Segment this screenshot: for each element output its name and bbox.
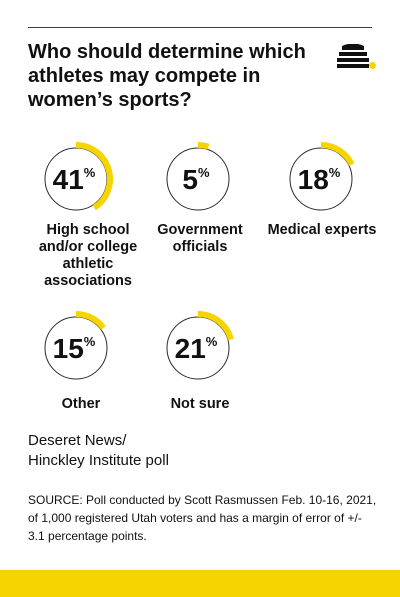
value-government: 5% xyxy=(182,164,210,195)
credit-line-1: Deseret News/ xyxy=(28,432,127,449)
value-number-other: 15 xyxy=(53,333,84,364)
label-medical: Medical experts xyxy=(267,222,377,238)
value-high-school: 41% xyxy=(53,164,96,195)
value-number-medical: 18 xyxy=(298,164,329,195)
value-medical: 18% xyxy=(298,164,341,195)
bottom-band xyxy=(0,570,400,597)
value-unit-high-school: % xyxy=(84,165,96,180)
value-unit-government: % xyxy=(198,165,210,180)
donut-other: 15% xyxy=(44,311,108,380)
value-unit-other: % xyxy=(84,334,96,349)
source-note: SOURCE: Poll conducted by Scott Rasmusse… xyxy=(28,493,377,543)
chart-title: Who should determine which athletes may … xyxy=(28,41,306,111)
arc-high-school xyxy=(75,142,113,211)
donut-medical: 18% xyxy=(289,142,355,211)
label-not-sure: Not sure xyxy=(170,396,230,412)
label-other: Other xyxy=(61,396,101,412)
label-high-school: High school and/or college athletic asso… xyxy=(38,222,138,289)
value-number-not-sure: 21 xyxy=(175,333,206,364)
value-number-government: 5 xyxy=(182,164,198,195)
donut-high-school: 41% xyxy=(44,142,113,211)
top-rule xyxy=(28,27,372,28)
arc-government xyxy=(197,142,210,150)
label-government: Government officials xyxy=(157,222,243,255)
donut-not-sure: 21% xyxy=(166,311,234,380)
value-not-sure: 21% xyxy=(175,333,218,364)
value-unit-medical: % xyxy=(329,165,341,180)
value-unit-not-sure: % xyxy=(206,334,218,349)
value-other: 15% xyxy=(53,333,96,364)
arc-other xyxy=(75,311,106,330)
donut-government: 5% xyxy=(166,142,230,211)
value-number-high-school: 41 xyxy=(53,164,84,195)
arc-not-sure xyxy=(197,311,234,341)
arc-medical xyxy=(320,142,355,166)
credit: Deseret News/ Hinckley Institute poll xyxy=(28,431,169,471)
credit-line-2: Hinckley Institute poll xyxy=(28,452,169,469)
beehive-icon xyxy=(337,44,376,69)
